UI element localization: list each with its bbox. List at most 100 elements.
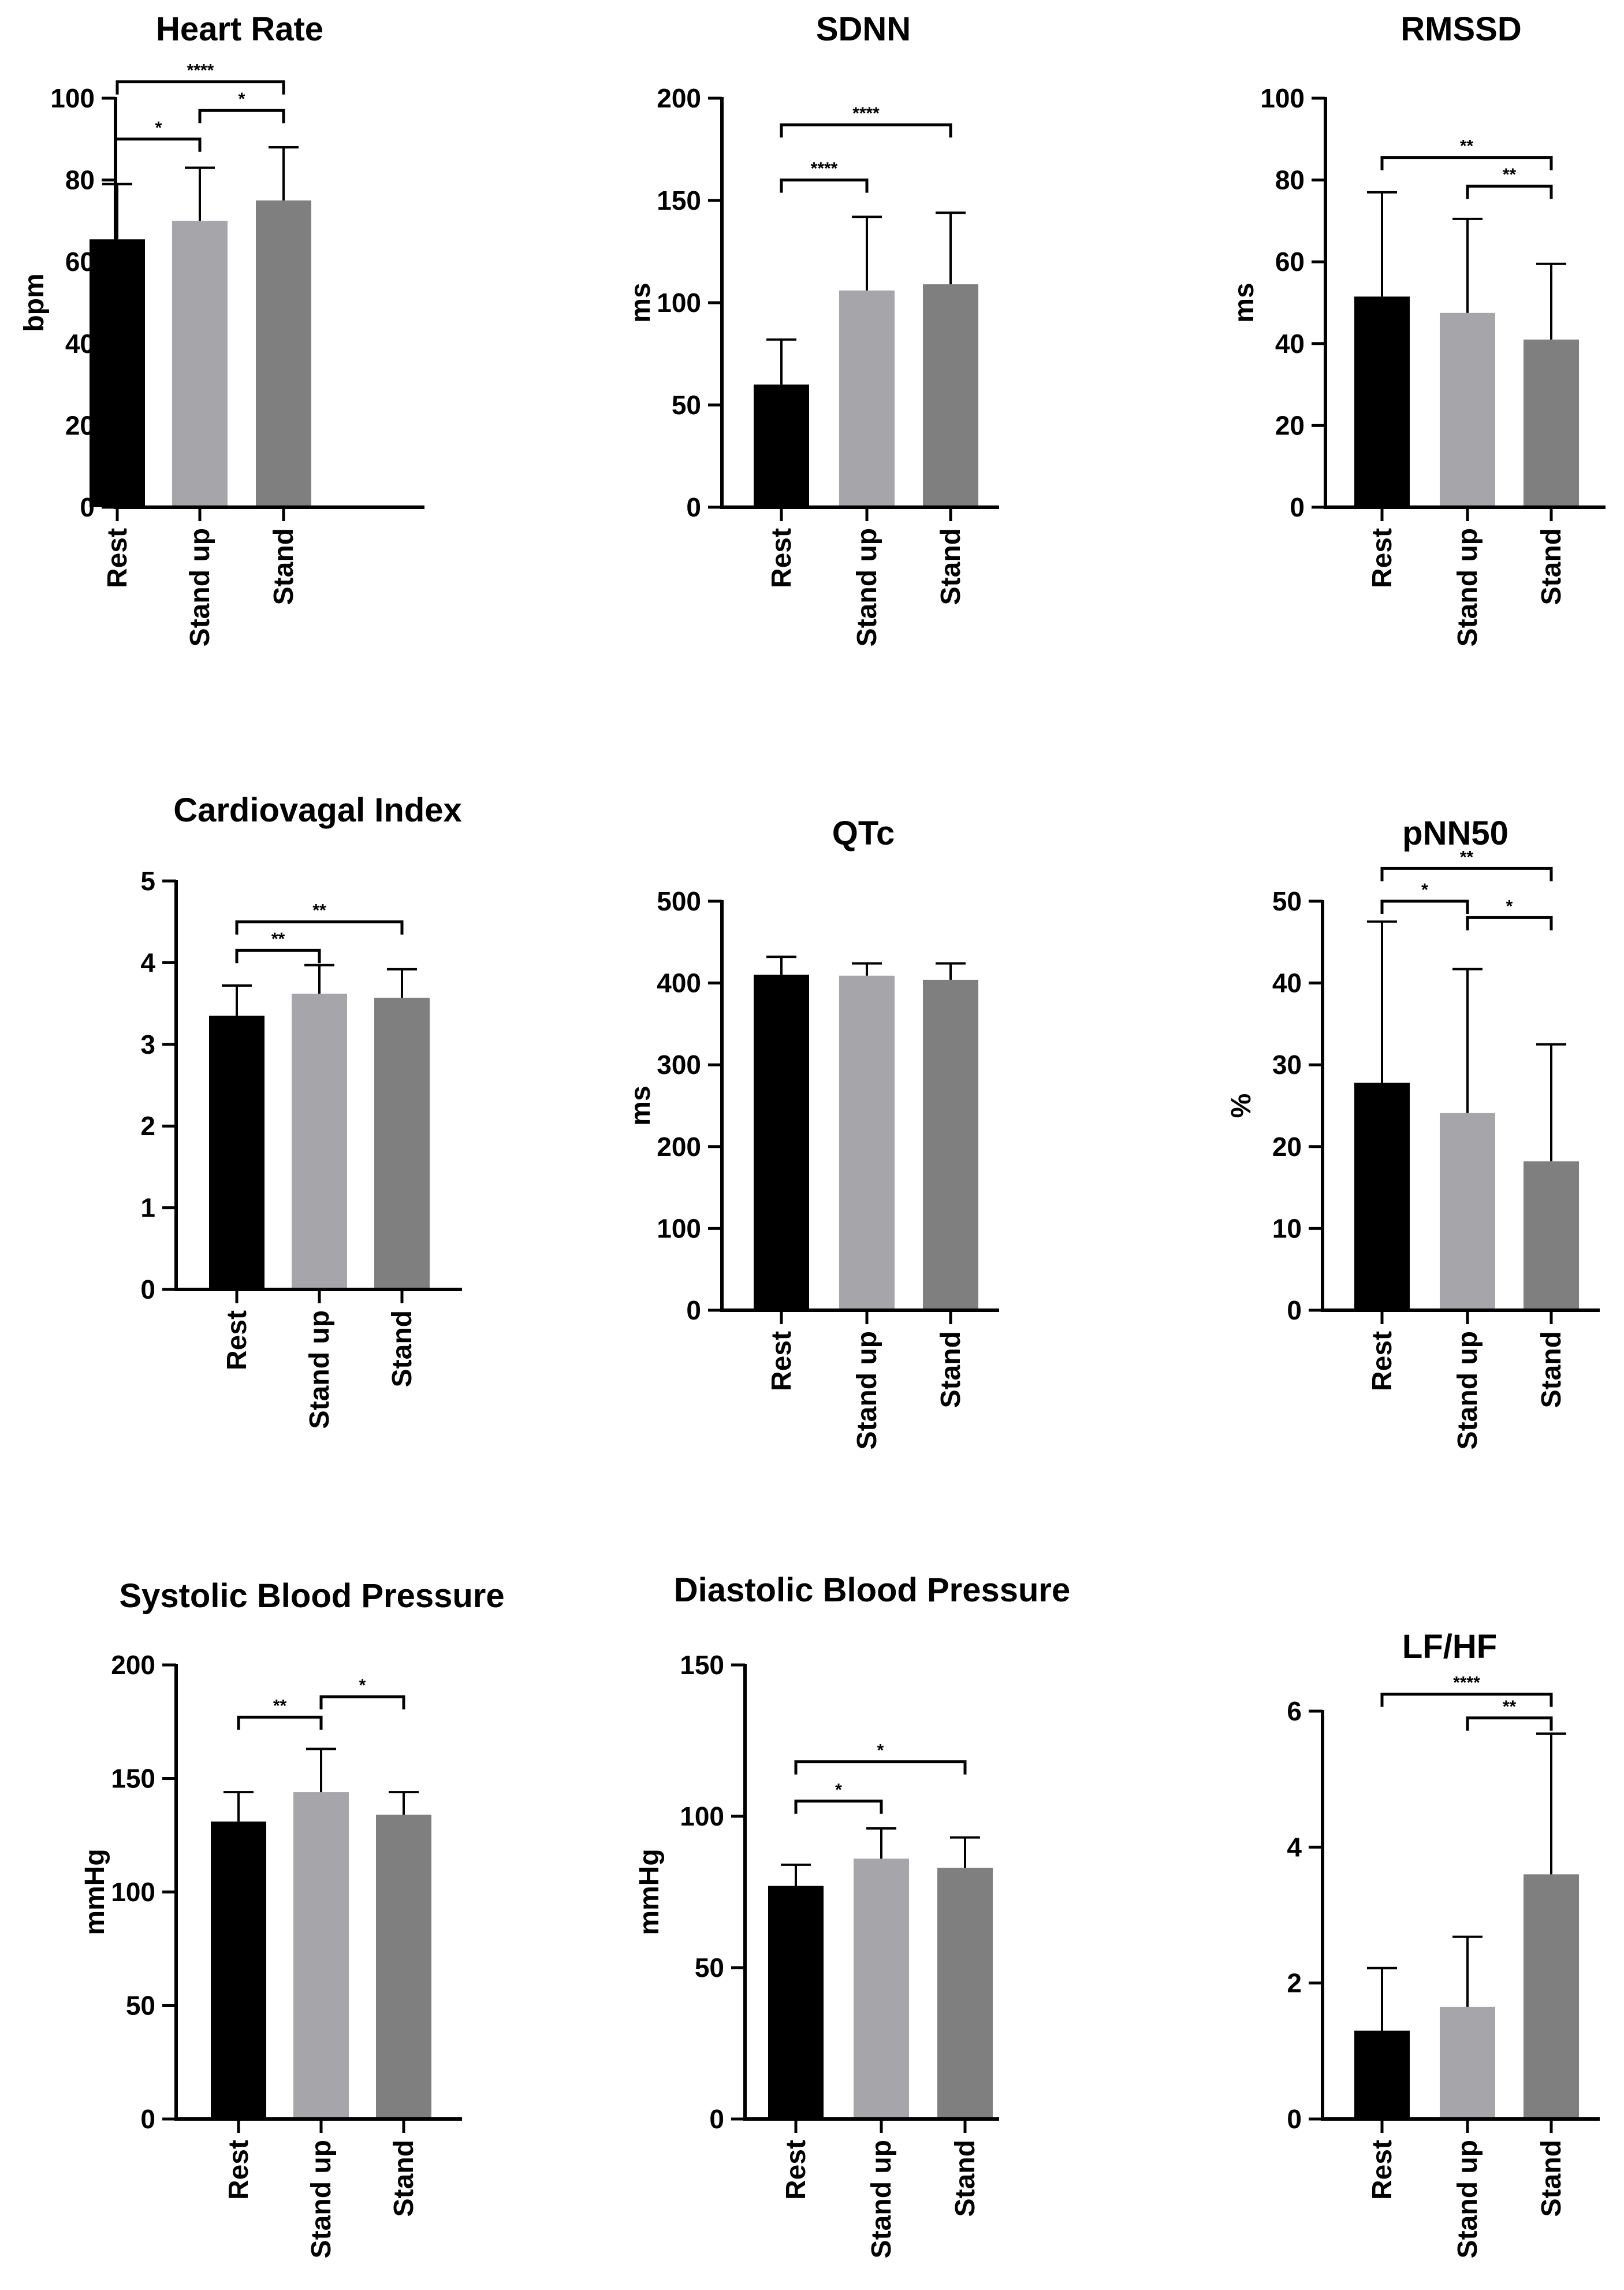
y-tick-label: 0 — [140, 1274, 155, 1304]
chart-title: Systolic Blood Pressure — [119, 1577, 504, 1615]
bar-stand — [937, 1868, 993, 2119]
y-tick-label: 50 — [126, 1991, 155, 2021]
y-tick-label: 2 — [1287, 1968, 1302, 1998]
y-axis-label: ms — [1229, 282, 1260, 322]
y-tick-label: 300 — [657, 1050, 701, 1080]
y-tick-label: 80 — [1275, 165, 1305, 195]
y-tick-label: 40 — [1275, 329, 1305, 359]
bar-stand — [923, 979, 978, 1310]
y-tick-label: 100 — [111, 1877, 155, 1907]
x-tick-label: Rest — [222, 1310, 252, 1370]
significance-label: * — [359, 1676, 366, 1695]
y-tick-label: 6 — [1287, 1696, 1302, 1726]
significance-bracket — [1380, 156, 1553, 170]
y-tick-label: 0 — [140, 2104, 155, 2134]
significance-label: * — [835, 1780, 842, 1800]
bar-stand-up — [292, 994, 347, 1289]
y-tick-label: 400 — [657, 968, 701, 998]
x-tick-label: Stand — [1536, 1331, 1567, 1408]
bar-rest — [754, 384, 809, 507]
chart-panel-8: Diastolic Blood Pressure mmHg 0 50 100 150 Res… — [634, 1571, 1070, 2258]
y-tick-label: 150 — [111, 1764, 155, 1794]
chart-title: SDNN — [816, 10, 911, 48]
x-tick-label: Stand — [1536, 2140, 1567, 2217]
significance-label: * — [877, 1741, 884, 1760]
x-tick-label: Rest — [1367, 528, 1398, 588]
x-tick-label: Stand — [269, 528, 299, 605]
significance-label: ** — [1460, 847, 1474, 867]
y-tick-label: 100 — [657, 288, 701, 318]
bar-stand-up — [1440, 1113, 1495, 1310]
chart-title: Heart Rate — [156, 10, 323, 48]
x-tick-label: Stand — [950, 2140, 981, 2217]
y-tick-label: 2 — [140, 1111, 155, 1141]
y-tick-label: 150 — [680, 1650, 724, 1680]
y-tick-label: 100 — [1260, 83, 1305, 113]
bar-stand-up — [839, 975, 895, 1310]
significance-label: ** — [271, 930, 285, 949]
x-tick-label: Rest — [1367, 1331, 1398, 1391]
significance-label: **** — [811, 159, 838, 179]
significance-label: * — [1421, 880, 1428, 899]
bar-stand-up — [854, 1858, 909, 2119]
x-tick-label: Stand up — [852, 528, 882, 646]
bar-rest — [211, 1821, 266, 2119]
y-tick-label: 60 — [65, 247, 95, 277]
significance-bracket — [1466, 184, 1553, 199]
significance-label: **** — [1453, 1674, 1480, 1693]
significance-bracket — [235, 920, 404, 935]
significance-label: ** — [1460, 137, 1474, 156]
x-tick-label: Stand — [936, 528, 966, 605]
x-tick-label: Rest — [1367, 2140, 1398, 2200]
x-tick-label: Stand up — [866, 2140, 897, 2258]
significance-bracket — [1380, 1693, 1553, 1707]
y-axis-label: ms — [625, 282, 656, 322]
significance-label: ** — [1503, 165, 1517, 184]
chart-panel-1: Heart Rate bpm 0 20 40 60 80 100 Rest Stand up Sta… — [19, 10, 424, 646]
significance-bracket — [1380, 867, 1553, 882]
y-tick-label: 500 — [657, 886, 701, 916]
y-tick-label: 40 — [1272, 968, 1302, 998]
y-tick-label: 4 — [140, 947, 155, 977]
x-tick-label: Rest — [766, 1331, 797, 1391]
chart-panel-3: RMSSD ms 0 20 40 60 80 100 Rest Stand up Stand ** ** — [1229, 10, 1606, 646]
significance-label: **** — [187, 61, 214, 80]
y-tick-label: 20 — [65, 410, 95, 440]
x-tick-label: Stand up — [304, 1310, 335, 1429]
y-tick-label: 50 — [695, 1953, 724, 1983]
chart-title: Diastolic Blood Pressure — [674, 1571, 1071, 1609]
x-tick-label: Stand — [389, 2140, 419, 2217]
bar-stand — [923, 284, 978, 507]
y-tick-label: 80 — [65, 165, 95, 195]
x-tick-label: Stand up — [852, 1331, 882, 1449]
bar-stand-up — [839, 290, 895, 507]
chart-title: RMSSD — [1400, 10, 1521, 48]
y-axis-label: mmHg — [80, 1849, 110, 1935]
significance-label: ** — [1503, 1697, 1517, 1716]
x-tick-label: Rest — [781, 2140, 811, 2200]
bar-stand — [374, 998, 430, 1289]
y-tick-label: 100 — [657, 1213, 701, 1243]
significance-bracket — [198, 109, 285, 124]
bar-stand-up — [172, 221, 228, 507]
bar-rest — [1354, 1083, 1410, 1310]
significance-bracket — [117, 137, 202, 152]
y-tick-label: 50 — [1272, 886, 1302, 916]
significance-bracket — [794, 1800, 883, 1814]
y-tick-label: 1 — [140, 1193, 155, 1223]
x-tick-label: Stand up — [1452, 2140, 1483, 2258]
y-tick-label: 200 — [111, 1650, 155, 1680]
significance-bracket — [794, 1760, 967, 1775]
chart-title: pNN50 — [1402, 815, 1508, 852]
significance-bracket — [1380, 899, 1469, 914]
significance-bracket — [780, 179, 869, 193]
bar-stand-up — [293, 1792, 349, 2119]
y-tick-label: 0 — [686, 1295, 701, 1325]
y-tick-label: 10 — [1272, 1213, 1302, 1243]
bar-stand — [256, 200, 311, 507]
y-tick-label: 100 — [680, 1801, 724, 1831]
y-tick-label: 20 — [1272, 1132, 1302, 1162]
bar-rest — [768, 1886, 824, 2119]
chart-title: QTc — [832, 815, 895, 852]
